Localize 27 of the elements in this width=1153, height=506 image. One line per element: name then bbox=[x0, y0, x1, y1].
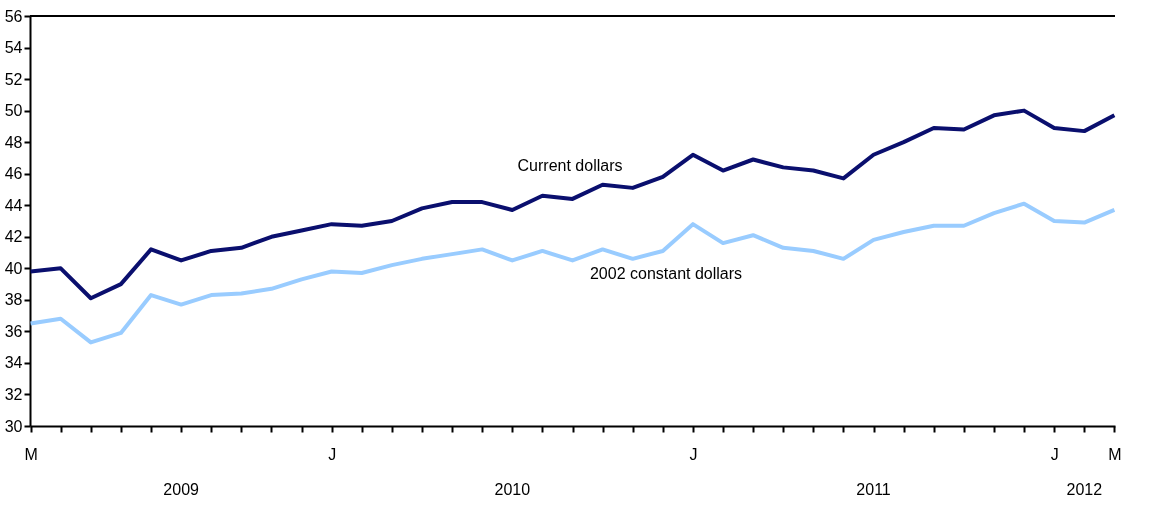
line-series bbox=[28, 201, 1117, 345]
y-tick-label: 42 bbox=[4, 228, 23, 246]
y-tick-label: 36 bbox=[4, 322, 23, 340]
y-tick-label: 30 bbox=[4, 417, 23, 435]
y-tick-label: 56 bbox=[4, 7, 23, 25]
y-tick-label: 32 bbox=[4, 385, 23, 403]
x-tick-label: J bbox=[328, 445, 337, 463]
series-label: 2002 constant dollars bbox=[589, 265, 743, 282]
text: 2012 bbox=[1066, 481, 1103, 498]
y-tick-label: 48 bbox=[4, 133, 23, 151]
line-series bbox=[28, 108, 1117, 301]
x-tick-label: M bbox=[24, 445, 38, 463]
y-tick-label: 54 bbox=[4, 39, 23, 57]
y-tick-label: 40 bbox=[4, 259, 23, 277]
y-tick-label: 52 bbox=[4, 70, 23, 88]
y-tick-label: 50 bbox=[4, 102, 23, 120]
x-tick-label: M bbox=[1108, 445, 1122, 463]
series-label: Current dollars bbox=[517, 157, 623, 174]
text: 2011 bbox=[856, 481, 891, 498]
y-tick-label: 46 bbox=[4, 165, 23, 183]
y-tick-label: 38 bbox=[4, 291, 23, 309]
y-tick-label: 34 bbox=[4, 354, 23, 372]
text: 2010 bbox=[494, 481, 531, 498]
x-tick-label: J bbox=[689, 445, 698, 463]
x-tick-label: J bbox=[1050, 445, 1059, 463]
text: 2009 bbox=[163, 481, 200, 498]
y-tick-label: 44 bbox=[4, 196, 23, 214]
